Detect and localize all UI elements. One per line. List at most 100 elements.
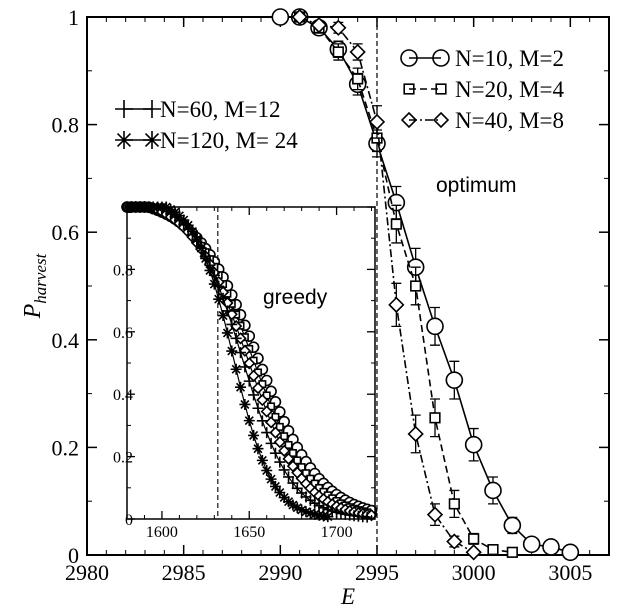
data-point-square <box>332 46 344 58</box>
inset-y-tick-label: 0 <box>125 512 133 529</box>
data-point-square <box>506 546 518 558</box>
inset-y-tick-label: 0.8 <box>113 262 133 279</box>
inset-point-star <box>208 278 220 290</box>
inset-point-star <box>200 252 212 264</box>
inset-point-plus <box>230 332 242 344</box>
inset-point-square <box>284 440 293 449</box>
optimum-annotation: optimum <box>436 174 517 197</box>
data-point-circle <box>445 371 464 389</box>
y-tick-label: 0.8 <box>52 113 80 138</box>
x-tick-label: 3000 <box>452 560 496 585</box>
inset-point-star <box>186 226 198 238</box>
inset-point-square <box>271 412 280 421</box>
data-point-square <box>410 280 422 292</box>
data-point-diamond <box>368 113 386 131</box>
inset-point-star <box>287 499 299 511</box>
inset-y-tick-label: 0.6 <box>113 325 133 342</box>
inset-y-tick-label: 0.2 <box>113 450 133 467</box>
inset-point-plus <box>243 375 255 387</box>
legend-label: N=60, M=12 <box>160 97 281 122</box>
legend-marker-diamond <box>432 111 450 129</box>
legend-marker-plus <box>115 100 133 118</box>
data-point-circle <box>522 535 541 554</box>
inset-point-star <box>191 233 203 245</box>
x-tick-label: 2990 <box>258 560 302 585</box>
legend-marker-circle <box>400 49 418 67</box>
inset-point-star <box>204 264 216 276</box>
inset-point-star <box>226 345 238 357</box>
data-point-square <box>448 498 460 510</box>
inset-point-star <box>173 210 185 222</box>
legend-label: N=40, M=8 <box>455 108 564 133</box>
inset-point-star <box>165 203 177 215</box>
inset-point-square <box>293 456 302 465</box>
legend-marker-star <box>143 131 161 149</box>
data-point-diamond <box>388 296 405 313</box>
y-tick-label: 1 <box>68 5 79 30</box>
inset-point-star <box>252 443 264 455</box>
legend-marker-square <box>435 83 447 95</box>
inset-point-star <box>182 219 194 231</box>
inset-point-star <box>195 242 207 254</box>
inset-point-plus <box>265 437 277 449</box>
data-point-circle <box>503 516 522 535</box>
inset-point-square <box>288 448 297 457</box>
y-tick-label: 0.4 <box>52 328 80 353</box>
inset-point-square <box>275 422 284 431</box>
inset-point-star <box>256 454 268 466</box>
data-point-circle <box>426 317 444 336</box>
inset-point-plus <box>239 361 251 373</box>
inset-point-star <box>230 363 242 375</box>
inset-point-star <box>291 502 303 514</box>
inset-y-tick-label: 0.4 <box>113 387 133 404</box>
y-tick-label: 0.6 <box>52 220 80 245</box>
data-point-circle <box>484 481 502 500</box>
inset-point-star <box>309 508 321 520</box>
data-point-square <box>390 218 402 230</box>
inset-point-star <box>235 381 247 393</box>
inset-point-diamond <box>260 405 273 418</box>
data-point-diamond <box>330 19 347 36</box>
y-axis-label: Pharvest <box>20 252 50 319</box>
inset-point-plus <box>278 464 290 476</box>
inset-point-star <box>239 398 251 410</box>
data-point-diamond <box>426 506 444 523</box>
legend-left: N=60, M=12 N=120, M= 24 <box>115 97 298 153</box>
inset-axes: 1600 1650 1700 0 0.2 0.4 0.6 0.8 1 <box>113 200 375 541</box>
data-point-diamond <box>310 16 328 34</box>
legend-marker-circle <box>432 49 450 67</box>
data-point-square <box>429 412 441 424</box>
inset-point-star <box>296 504 308 516</box>
inset-point-star <box>217 310 229 322</box>
inset-point-diamond <box>243 357 256 370</box>
inset-point-plus <box>248 389 260 401</box>
inset-point-diamond <box>251 381 265 395</box>
inset-point-plus <box>226 318 238 330</box>
inset-point-star <box>274 486 286 498</box>
inset-x-tick-label: 1600 <box>146 524 178 541</box>
inset-point-diamond <box>269 426 282 439</box>
series-line-circle <box>280 16 571 554</box>
x-tick-label: 2980 <box>65 560 109 585</box>
x-tick-label: 2985 <box>162 560 206 585</box>
inset-y-tick-label: 1 <box>125 200 133 217</box>
inset-point-star <box>304 507 316 519</box>
inset-point-plus <box>252 402 264 414</box>
inset-point-diamond <box>278 444 291 457</box>
data-point-diamond <box>446 533 463 550</box>
legend-marker-star <box>115 131 133 149</box>
inset-x-tick-label: 1650 <box>233 524 265 541</box>
series-line-diamond <box>299 16 475 554</box>
y-tick-label: 0 <box>68 543 79 568</box>
legend-marker-square <box>403 83 415 95</box>
inset-point-star <box>278 492 290 504</box>
data-point-diamond <box>407 425 424 443</box>
inset-point-diamond <box>256 393 269 407</box>
inset-x-tick-label: 1700 <box>321 524 353 541</box>
data-point-square <box>352 73 364 85</box>
inset-point-square <box>280 432 289 441</box>
x-axis-label: E <box>340 584 355 608</box>
inset-point-star <box>261 464 273 476</box>
legend-label: N=20, M=4 <box>455 77 565 102</box>
